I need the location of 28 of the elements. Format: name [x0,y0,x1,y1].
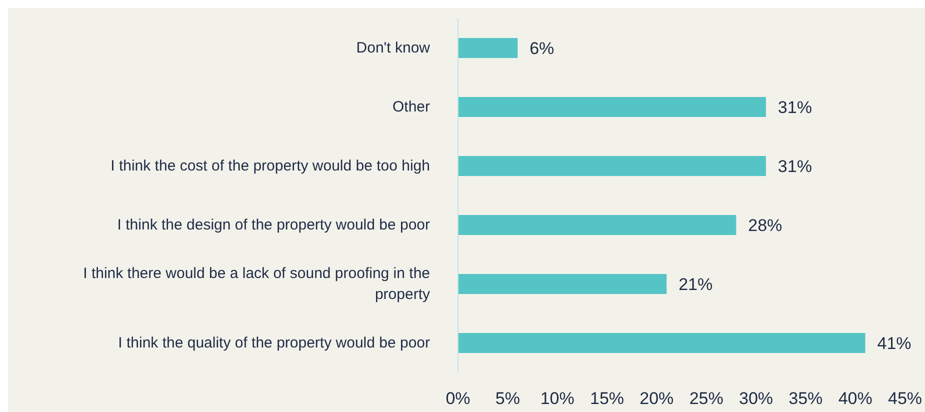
y-tick-label: Other [392,98,430,115]
x-tick-label: 0% [446,389,470,408]
x-tick-label: 30% [738,389,774,408]
y-tick-label: I think the quality of the property would be poor [118,334,430,351]
x-tick-label: 25% [689,389,724,408]
data-label: 31% [778,157,812,176]
x-tick-label: 10% [540,389,574,408]
y-tick-label: I think the design of the property would be poor [117,216,430,233]
bar [458,333,866,353]
y-tick-label: I think the cost of the property would be too high [110,157,430,174]
x-tick-label: 45% [888,389,922,408]
x-tick-label: 5% [495,389,520,408]
data-label: 6% [530,39,554,58]
data-label: 21% [678,275,713,294]
bar [458,156,766,176]
y-tick-label: I think there would be a lack of sound proofing in the property [83,264,430,302]
data-label: 28% [748,216,782,236]
x-tick-label: 35% [788,389,823,408]
bar [458,97,766,117]
x-tick-label: 15% [590,389,624,408]
bar [458,38,518,58]
bar [458,215,736,235]
x-tick-label: 20% [640,389,674,408]
x-tick-label: 40% [838,389,872,408]
y-tick-label: Don't know [356,39,430,56]
data-label: 31% [778,98,812,118]
bar [458,274,667,294]
data-label: 41% [877,334,912,354]
